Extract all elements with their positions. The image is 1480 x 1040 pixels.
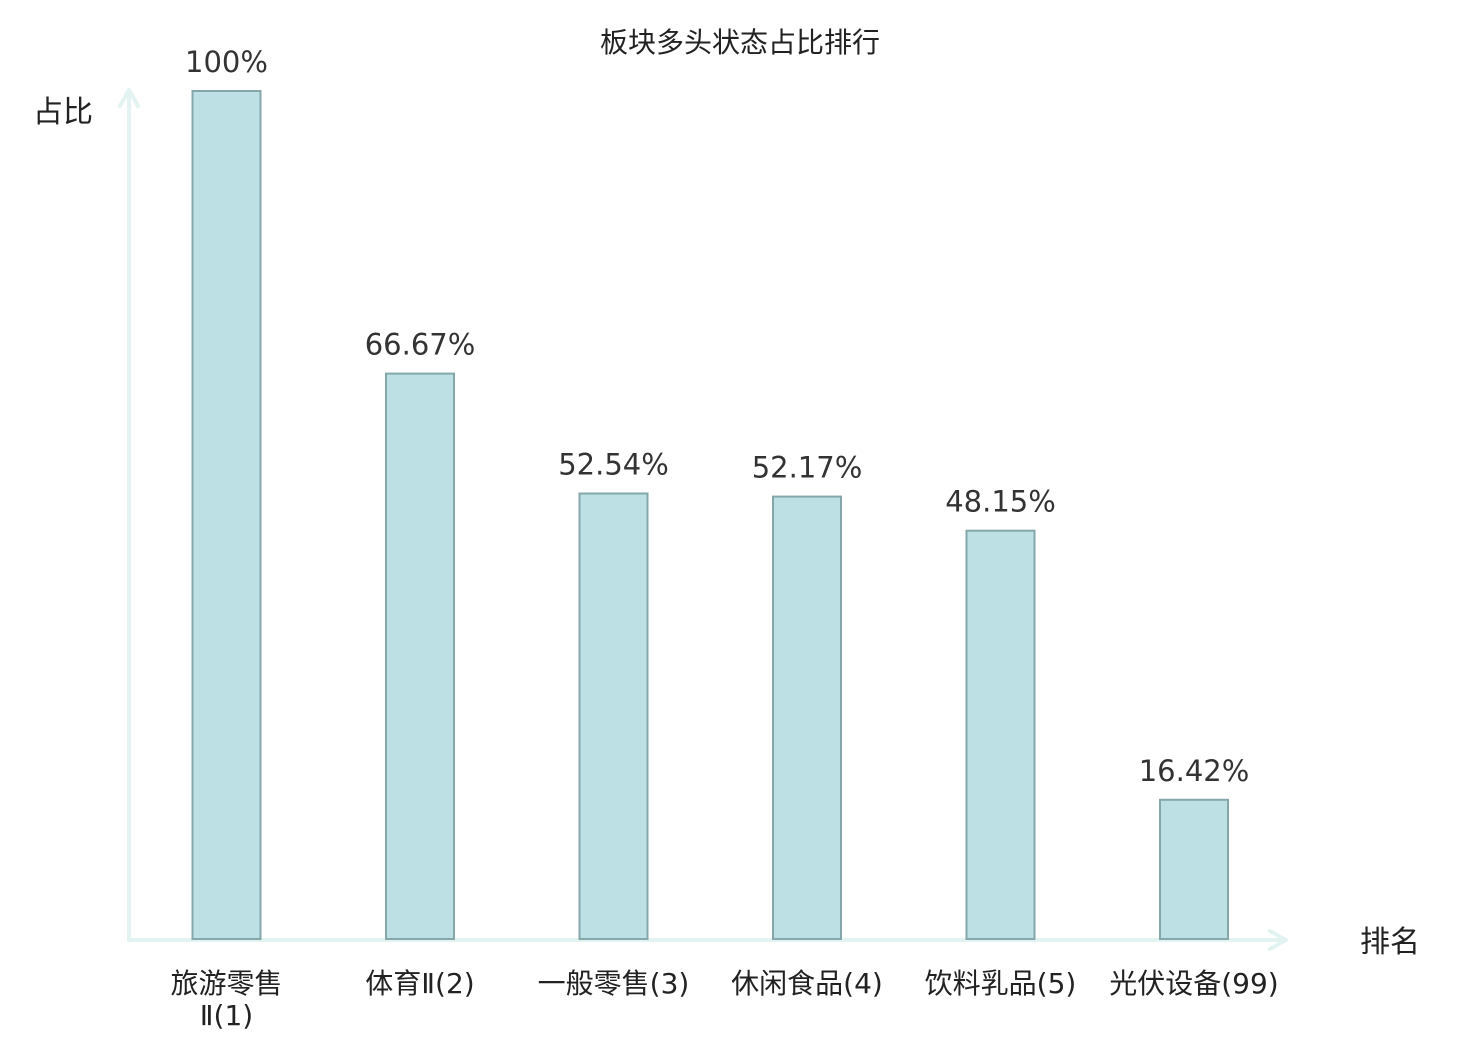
tick-label: 饮料乳品(5) — [925, 967, 1077, 1000]
data-label: 52.54% — [558, 448, 669, 482]
tick-label: 一般零售(3) — [538, 967, 690, 1000]
y-axis-label: 占比 — [33, 95, 93, 130]
bars-group — [191, 90, 1229, 941]
data-label: 100% — [185, 45, 268, 79]
tick-label: 旅游零售 — [170, 967, 282, 1000]
bar — [578, 492, 649, 940]
x-axis-label: 排名 — [1360, 925, 1420, 960]
bar — [385, 372, 455, 941]
tick-label: 光伏设备(99) — [1109, 967, 1278, 1000]
y-axis — [118, 88, 140, 942]
x-axis — [127, 929, 1288, 951]
tick-label: Ⅱ(1) — [200, 999, 253, 1032]
tick-label: 休闲食品(4) — [731, 967, 883, 1000]
data-label: 52.17% — [752, 451, 863, 485]
data-label: 48.15% — [945, 485, 1056, 519]
bar — [1159, 798, 1229, 940]
data-label: 16.42% — [1139, 754, 1250, 788]
tick-label: 体育Ⅱ(2) — [365, 967, 474, 1000]
data-label: 66.67% — [365, 328, 476, 362]
bar — [965, 529, 1036, 940]
chart-title: 板块多头状态占比排行 — [600, 26, 880, 59]
bar — [772, 495, 842, 940]
value-labels-group: 100% 66.67% 52.54% 52.17% 48.15% 16.42% — [185, 45, 1249, 788]
bar — [191, 90, 262, 940]
